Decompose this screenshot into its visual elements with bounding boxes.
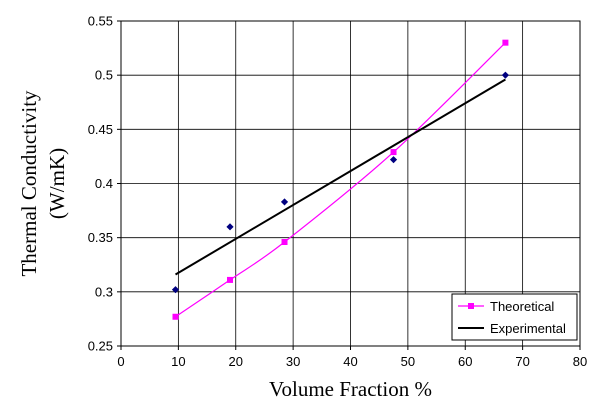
data-point-experimental [389, 156, 398, 164]
data-point-experimental [501, 71, 510, 79]
legend: Theoretical Experimental [451, 293, 578, 341]
y-tick-label: 0.5 [95, 68, 113, 83]
x-axis-title: Volume Fraction % [269, 377, 432, 401]
x-tick-label: 70 [515, 354, 529, 369]
x-tick-label: 60 [458, 354, 472, 369]
series [171, 39, 510, 320]
y-axis-title-line-1: Thermal Conductivity [17, 90, 41, 277]
x-tick-label: 50 [401, 354, 415, 369]
data-point-experimental [280, 198, 289, 206]
y-tick-label: 0.3 [95, 284, 113, 299]
y-axis-title: Thermal Conductivity (W/mK) [17, 90, 69, 277]
y-tick-label: 0.25 [88, 339, 113, 354]
data-point-theoretical [281, 239, 288, 245]
x-tick-label: 40 [343, 354, 357, 369]
y-axis-title-line-2: (W/mK) [45, 148, 69, 219]
data-point-theoretical [227, 276, 234, 283]
x-tick-label: 80 [573, 354, 587, 369]
axis-ticks: 0 10 20 30 40 50 60 70 80 0.25 0.3 0.35 0.4 0.45 0.5 0.… [88, 14, 588, 370]
x-tick-label: 20 [229, 354, 243, 369]
legend-label-experimental: Experimental [490, 321, 566, 336]
x-tick-label: 30 [286, 354, 300, 369]
grid [121, 21, 580, 346]
legend-label-theoretical: Theoretical [490, 299, 554, 314]
data-point-theoretical [502, 39, 509, 46]
legend-box [451, 293, 578, 341]
series-line-experimental [174, 78, 506, 276]
y-tick-label: 0.55 [88, 14, 113, 29]
x-tick-label: 10 [171, 354, 185, 369]
data-point-experimental [226, 223, 234, 231]
legend-marker-theoretical [468, 303, 474, 309]
data-point-theoretical [172, 313, 179, 320]
data-point-experimental [171, 286, 180, 294]
data-point-theoretical [390, 149, 397, 156]
y-tick-label: 0.45 [88, 122, 113, 137]
y-tick-label: 0.35 [88, 230, 113, 245]
y-tick-label: 0.4 [95, 176, 113, 191]
x-tick-label: 0 [117, 354, 124, 369]
series-line-theoretical [175, 42, 506, 318]
